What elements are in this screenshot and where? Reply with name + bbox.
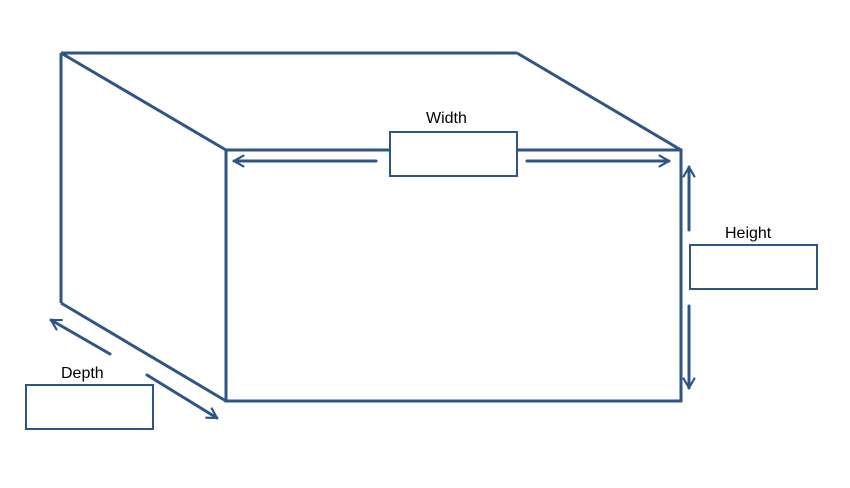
height-label: Height — [725, 225, 772, 242]
width-label: Width — [426, 110, 467, 127]
depth-arrow-back — [49, 318, 112, 356]
depth-arrow-front — [145, 373, 219, 420]
height-field[interactable] — [689, 244, 818, 290]
front-face — [224, 148, 683, 403]
top-right-diagonal-edge — [516, 51, 682, 152]
depth-label: Depth — [61, 365, 104, 382]
width-field[interactable] — [389, 131, 518, 177]
bottom-left-diagonal-edge — [60, 301, 227, 403]
depth-field[interactable] — [25, 384, 154, 430]
top-left-diagonal-edge — [60, 51, 227, 152]
